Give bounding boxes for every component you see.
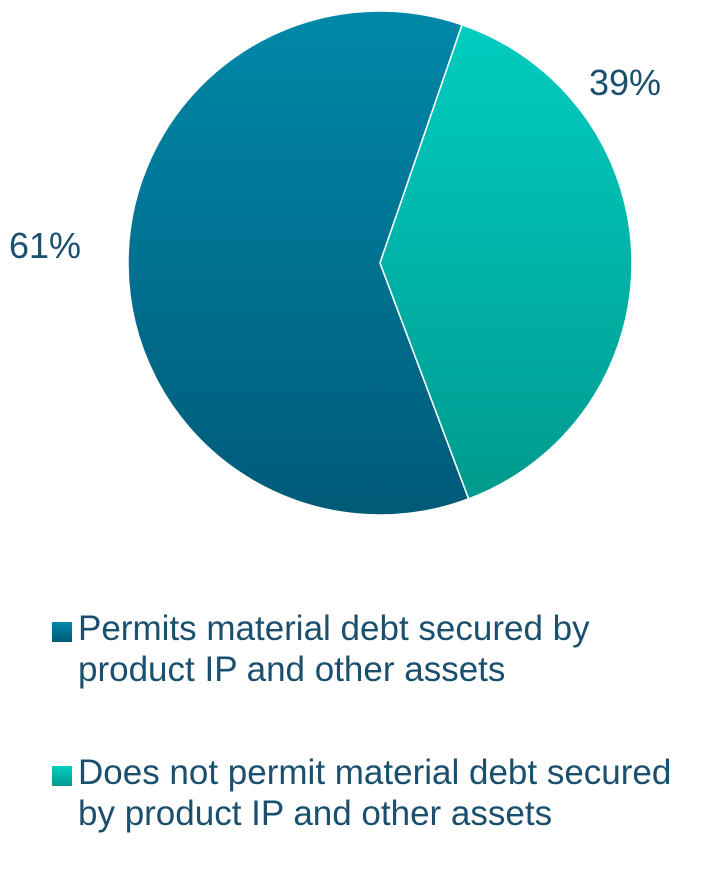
legend-label-permits: Permits material debt secured by product… [78, 609, 590, 689]
legend-swatch-does-not-permit [52, 766, 72, 786]
pie-slices [127, 10, 633, 516]
slice-label-does-not-permit: 39% [589, 62, 661, 103]
pie-slice-does-not-permit [379, 23, 633, 500]
pie-labels: 61% 39% [9, 62, 661, 266]
legend-swatch-permits [52, 622, 72, 642]
legend-item-does-not-permit: Does not permit material debt secured by… [52, 752, 712, 834]
legend-item-permits: Permits material debt secured by product… [52, 608, 712, 690]
pie-chart: 61% 39% [9, 10, 661, 516]
legend: Permits material debt secured by product… [52, 608, 712, 896]
slice-label-permits: 61% [9, 225, 81, 266]
pie-slice-permits [127, 10, 470, 516]
legend-label-does-not-permit: Does not permit material debt secured by… [78, 753, 672, 833]
